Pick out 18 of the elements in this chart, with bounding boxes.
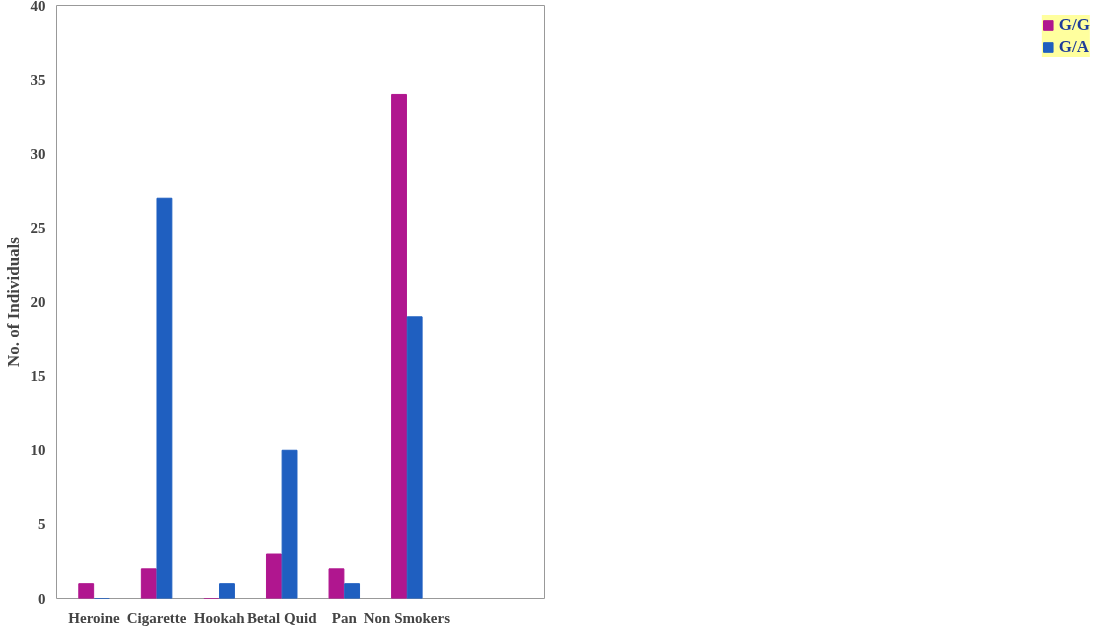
x-tick-label: Cigarette xyxy=(126,609,187,626)
x-tick-label: Non Smokers xyxy=(363,609,451,626)
y-tick-label: 10 xyxy=(30,442,46,459)
y-tick-label: 35 xyxy=(30,71,46,88)
y-tick-label: 40 xyxy=(30,0,46,14)
y-tick-label: 20 xyxy=(30,294,46,310)
x-tick-label: Betal Quid xyxy=(246,609,318,626)
x-tick-label: Pan xyxy=(331,609,358,626)
y-tick-label: 30 xyxy=(30,145,46,162)
y-tick-label: 25 xyxy=(30,219,46,236)
x-tick-label: Hookah xyxy=(193,609,246,626)
y-tick-label: 0 xyxy=(38,590,46,607)
legend-label: G/G xyxy=(1058,15,1090,35)
legend-label: G/A xyxy=(1058,37,1090,57)
y-tick-label: 15 xyxy=(30,368,46,385)
y-axis-title: No. of Individuals xyxy=(3,236,23,367)
x-tick-label: Heroine xyxy=(68,609,121,626)
y-tick-label: 5 xyxy=(38,516,46,533)
